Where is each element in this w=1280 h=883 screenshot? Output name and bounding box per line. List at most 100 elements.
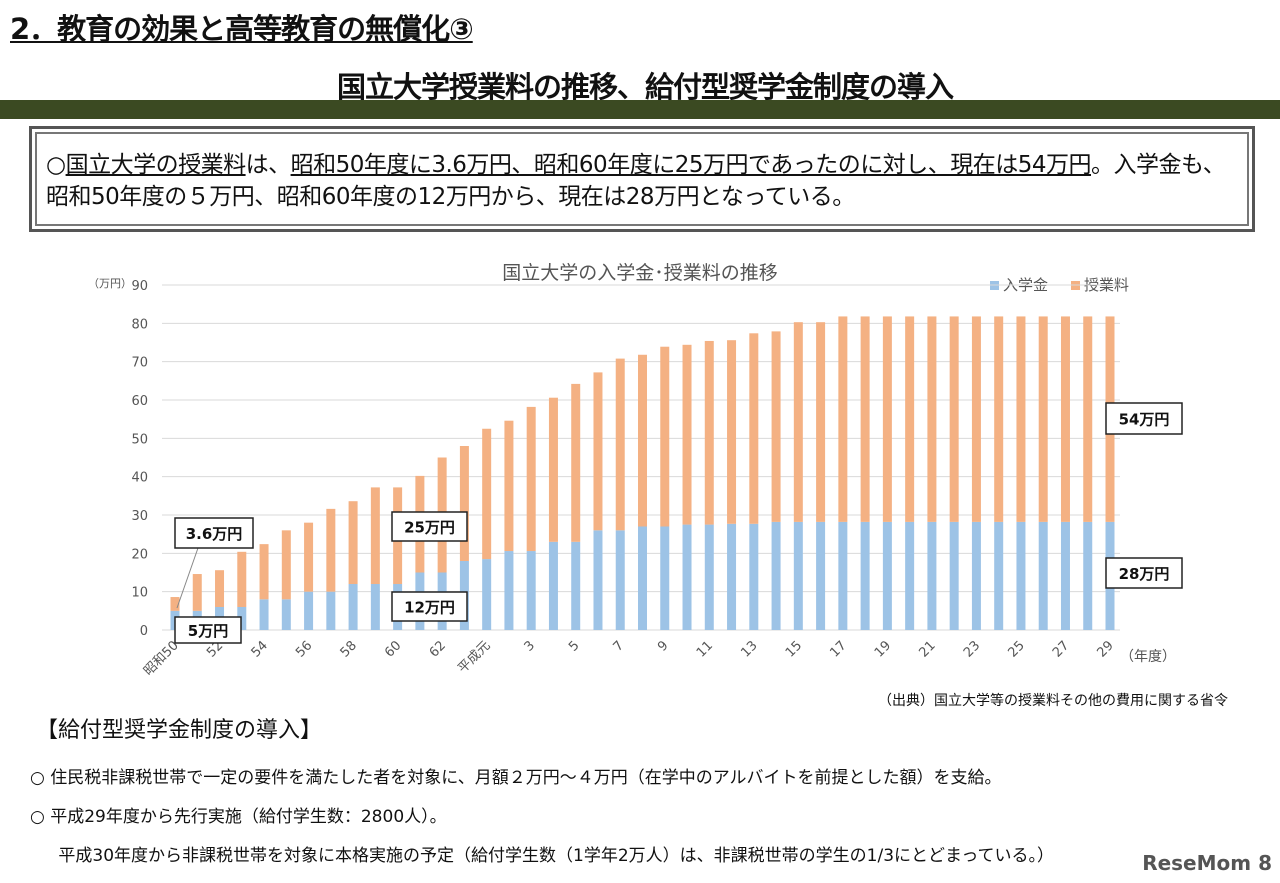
callout-box	[174, 517, 254, 549]
bar-entrance	[905, 521, 915, 630]
bar-entrance	[593, 530, 603, 630]
x-tick-label: 3	[522, 638, 538, 654]
bar-entrance	[237, 607, 247, 630]
bar-entrance	[1060, 521, 1070, 630]
summary-subject: 国立大学の授業料	[65, 152, 247, 178]
bar-tuition	[682, 344, 692, 525]
callout-box	[391, 511, 468, 542]
bar-entrance	[793, 521, 803, 630]
bar-tuition	[593, 372, 603, 531]
summary-connector: は、	[245, 152, 292, 178]
x-tick-label: 15	[783, 638, 805, 660]
bar-entrance	[1038, 521, 1048, 630]
x-tick-label: 5	[566, 638, 582, 654]
bar-entrance	[548, 541, 558, 630]
bar-entrance	[771, 521, 781, 630]
x-tick-label: 56	[293, 638, 315, 660]
bar-tuition	[816, 322, 826, 522]
summary-entrance: 。入学金も、昭和50年度の５万円、昭和60年度の12万円から、現在は28万円とな…	[46, 152, 1226, 210]
bar-tuition	[838, 316, 848, 522]
bar-entrance	[927, 521, 937, 630]
bar-tuition	[749, 333, 759, 524]
bar-entrance	[370, 584, 380, 630]
x-tick-label: 19	[872, 638, 894, 660]
bar-entrance	[259, 599, 269, 630]
bar-entrance	[660, 526, 670, 630]
bar-entrance	[571, 541, 581, 630]
callout-label: 5万円	[188, 622, 228, 640]
bar-entrance	[749, 523, 759, 630]
bar-tuition	[259, 544, 269, 600]
x-tick-label: 54	[249, 638, 271, 660]
callout-box	[1105, 557, 1183, 589]
bar-tuition	[771, 331, 781, 522]
x-tick-label: 58	[338, 638, 360, 660]
x-tick-label: 29	[1095, 638, 1117, 660]
y-tick-label: 20	[131, 547, 148, 562]
bar-entrance	[838, 521, 848, 630]
bar-tuition	[326, 508, 336, 592]
fee-chart: 国立大学の入学金･授業料の推移 （万円） （年度） 入学金 授業料 010203…	[88, 262, 1183, 679]
x-tick-label: 23	[961, 638, 983, 660]
scholarship-bullet: ○ 住民税非課税世帯で一定の要件を満たした者を対象に、月額２万円～４万円（在学中…	[30, 768, 1002, 788]
bar-tuition	[793, 322, 803, 522]
bar-tuition	[615, 358, 625, 531]
bar-entrance	[304, 591, 314, 630]
source-note: （出典）国立大学等の授業料その他の費用に関する省令	[878, 693, 1228, 709]
bar-tuition	[548, 397, 558, 542]
bar-tuition	[860, 316, 870, 522]
summary-text: ○国立大学の授業料は、昭和50年度に3.6万円、昭和60年度に25万円であったの…	[46, 149, 1226, 213]
bar-tuition	[459, 446, 469, 561]
x-tick-label: 平成元	[455, 638, 493, 676]
y-tick-label: 80	[131, 317, 148, 332]
y-tick-label: 90	[131, 279, 148, 294]
y-tick-label: 50	[131, 432, 148, 447]
bar-entrance	[949, 521, 959, 630]
bar-entrance	[348, 584, 358, 630]
bar-tuition	[1060, 316, 1070, 522]
bar-tuition	[571, 383, 581, 542]
bar-entrance	[482, 559, 492, 630]
bar-tuition	[192, 574, 202, 611]
y-tick-label: 60	[131, 394, 148, 409]
bar-tuition	[971, 316, 981, 522]
scholarship-bullet: ○ 平成29年度から先行実施（給付学生数：2800人）。	[30, 807, 447, 827]
bar-entrance	[994, 521, 1004, 630]
callout-label: 3.6万円	[186, 525, 243, 543]
y-axis-unit: （万円）	[88, 277, 132, 290]
bar-entrance	[526, 551, 536, 630]
watermark-logo: ReseMom 8	[1142, 851, 1272, 875]
y-tick-label: 0	[140, 624, 148, 639]
section-title: 2．教育の効果と高等教育の無償化③	[10, 12, 474, 46]
bar-entrance	[704, 524, 714, 630]
bar-entrance	[860, 521, 870, 630]
bar-entrance	[816, 521, 826, 630]
summary-bullet: ○	[46, 152, 66, 178]
bar-tuition	[215, 570, 225, 607]
bar-tuition	[927, 316, 937, 522]
scholarship-bullet: 平成30年度から非課税世帯を対象に本格実施の予定（給付学生数（1学年2万人）は、…	[36, 846, 1054, 866]
bar-entrance	[504, 551, 514, 630]
x-tick-label: 17	[827, 638, 849, 660]
callout-label: 54万円	[1119, 411, 1170, 429]
x-tick-label: 13	[738, 638, 760, 660]
bar-entrance	[326, 591, 336, 630]
bar-tuition	[504, 420, 514, 552]
callout-label: 12万円	[404, 599, 455, 617]
callout-label: 28万円	[1119, 565, 1170, 583]
x-axis-unit: （年度）	[1120, 649, 1176, 665]
bar-tuition	[526, 406, 536, 552]
bar-tuition	[949, 316, 959, 522]
summary-box: ○国立大学の授業料は、昭和50年度に3.6万円、昭和60年度に25万円であったの…	[29, 126, 1255, 232]
bar-tuition	[704, 340, 714, 525]
x-tick-label: 7	[611, 638, 627, 654]
bar-entrance	[638, 526, 647, 630]
x-tick-label: 21	[916, 638, 938, 660]
bar-tuition	[348, 501, 358, 584]
callout-box	[391, 591, 468, 622]
title-band	[0, 100, 1280, 119]
bar-tuition	[170, 597, 180, 611]
x-tick-label: 25	[1005, 638, 1027, 660]
page-number: 8	[1258, 851, 1272, 875]
